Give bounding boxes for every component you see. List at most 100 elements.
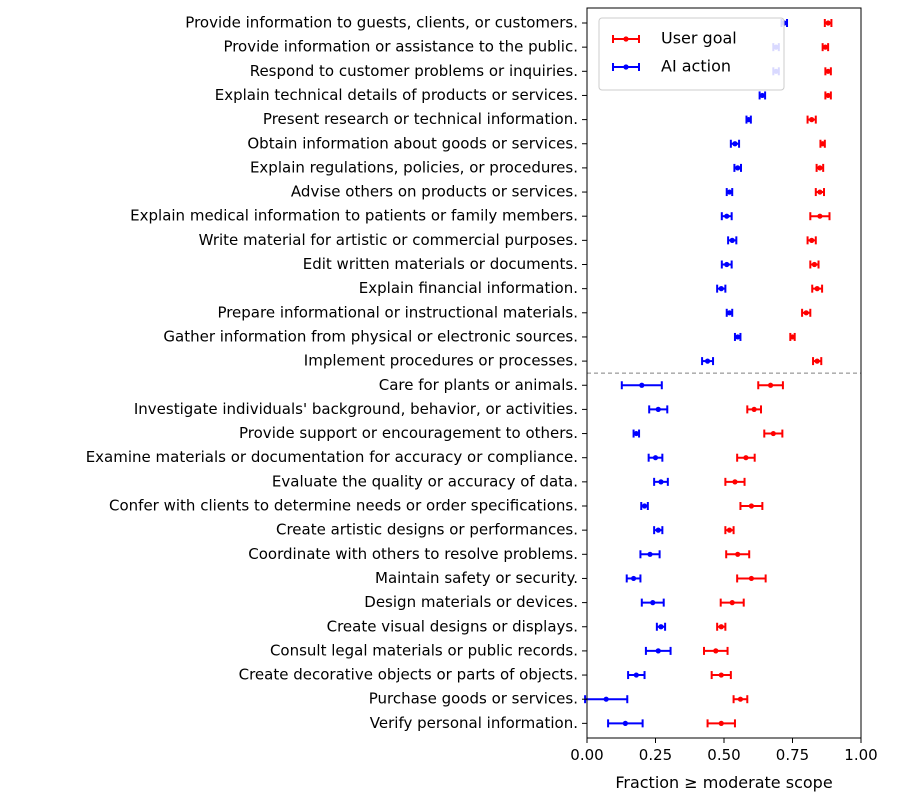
y-tick-label: Create decorative objects or parts of ob… — [239, 666, 578, 684]
data-point — [729, 600, 735, 606]
data-point — [811, 261, 818, 268]
legend-swatch-point — [623, 64, 629, 70]
y-tick-label: Coordinate with others to resolve proble… — [248, 545, 578, 563]
y-tick-label: Investigate individuals' background, beh… — [134, 400, 578, 418]
y-tick-label: Evaluate the quality or accuracy of data… — [272, 472, 578, 490]
data-point — [655, 648, 661, 654]
x-tick-label: 0.25 — [639, 746, 672, 764]
data-point — [603, 696, 609, 702]
x-axis: 0.00 0.25 0.50 0.75 1.00 — [570, 738, 878, 764]
y-tick-label: Examine materials or documentation for a… — [86, 448, 578, 466]
data-point — [655, 406, 661, 412]
data-point — [633, 672, 639, 678]
x-tick-label: 0.50 — [707, 746, 740, 764]
data-point — [658, 479, 664, 485]
data-point — [639, 382, 645, 388]
data-point — [809, 117, 815, 123]
y-tick-label: Verify personal information. — [370, 714, 578, 732]
legend: User goal AI action — [598, 17, 785, 91]
y-axis: Provide information to guests, clients, … — [86, 14, 587, 732]
data-point — [735, 551, 741, 557]
data-point — [809, 237, 815, 243]
data-point — [726, 189, 733, 195]
y-tick-label: Present research or technical informatio… — [263, 110, 578, 128]
y-tick-label: Create visual designs or displays. — [327, 617, 578, 635]
y-tick-label: Provide information to guests, clients, … — [185, 14, 578, 32]
data-point — [729, 237, 735, 243]
y-tick-label: Obtain information about goods or servic… — [247, 134, 578, 152]
data-point — [748, 575, 755, 582]
data-point — [743, 455, 749, 461]
y-tick-label: Respond to customer problems or inquirie… — [250, 62, 578, 80]
data-point — [704, 358, 711, 364]
data-point — [814, 286, 820, 292]
y-tick-label: Care for plants or animals. — [379, 376, 578, 394]
y-tick-label: Explain medical information to patients … — [130, 207, 578, 225]
data-point — [759, 92, 765, 99]
y-tick-label: Provide information or assistance to the… — [223, 38, 578, 56]
y-tick-label: Explain financial information. — [359, 279, 578, 297]
legend-label: AI action — [661, 57, 731, 76]
data-point — [817, 213, 823, 219]
x-tick-label: 0.75 — [776, 746, 809, 764]
y-tick-label: Design materials or devices. — [364, 593, 578, 611]
y-tick-label: Purchase goods or services. — [369, 690, 578, 708]
data-point — [748, 503, 755, 509]
x-tick-label: 0.00 — [570, 746, 603, 764]
legend-label: User goal — [661, 29, 737, 48]
y-tick-label: Consult legal materials or public record… — [270, 641, 578, 659]
y-tick-label: Create artistic designs or performances. — [276, 521, 578, 539]
data-point — [726, 527, 733, 533]
data-point — [817, 165, 823, 171]
data-point — [724, 213, 730, 219]
data-point — [726, 310, 733, 316]
y-tick-label: Confer with clients to determine needs o… — [109, 497, 578, 515]
y-tick-label: Gather information from physical or elec… — [163, 327, 578, 345]
data-point — [770, 430, 776, 437]
data-point — [767, 382, 774, 388]
data-point — [718, 720, 724, 726]
data-point — [803, 310, 809, 316]
y-tick-label: Implement procedures or processes. — [304, 352, 578, 370]
data-point — [652, 455, 659, 461]
data-point — [732, 141, 738, 147]
data-point — [718, 624, 724, 630]
y-tick-label: Edit written materials or documents. — [303, 255, 578, 273]
data-point — [746, 117, 752, 123]
data-point — [658, 624, 664, 630]
y-tick-label: Maintain safety or security. — [375, 569, 578, 587]
data-point — [737, 696, 744, 702]
data-point — [735, 165, 741, 171]
data-point — [817, 189, 823, 195]
y-tick-label: Explain regulations, policies, or proced… — [250, 158, 578, 176]
data-point — [724, 261, 730, 268]
y-tick-label: Provide support or encouragement to othe… — [239, 424, 578, 442]
data-point — [622, 720, 628, 726]
y-tick-label: Write material for artistic or commercia… — [199, 231, 578, 249]
data-point — [789, 334, 796, 340]
x-axis-title: Fraction ≥ moderate scope — [615, 773, 832, 792]
data-point — [825, 92, 831, 99]
data-point — [647, 551, 653, 557]
data-point — [633, 430, 639, 437]
data-point — [655, 527, 661, 533]
legend-swatch-point — [623, 36, 629, 42]
series-user-goal — [702, 19, 833, 728]
y-tick-label: Prepare informational or instructional m… — [217, 303, 578, 321]
legend-box — [598, 17, 785, 91]
data-point — [718, 286, 724, 292]
data-point — [814, 358, 820, 364]
data-point — [735, 334, 741, 340]
data-point — [820, 141, 826, 147]
data-point — [822, 44, 828, 50]
data-point — [630, 575, 637, 582]
y-tick-label: Explain technical details of products or… — [215, 86, 578, 104]
x-tick-label: 1.00 — [844, 746, 877, 764]
data-point — [713, 648, 719, 654]
data-point — [718, 672, 724, 678]
data-point — [825, 68, 831, 74]
data-point — [650, 600, 656, 606]
y-tick-label: Advise others on products or services. — [291, 183, 578, 201]
